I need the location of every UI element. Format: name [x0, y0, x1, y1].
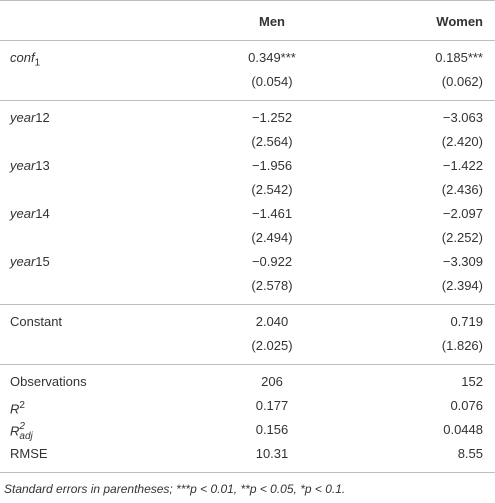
- label-suffix: 13: [35, 158, 50, 173]
- women-value: (2.420): [441, 134, 483, 149]
- footnote: Standard errors in parentheses; ***p < 0…: [4, 482, 346, 496]
- women-value: 0.0448: [443, 422, 483, 437]
- label-base: year: [10, 206, 36, 221]
- women-value: (0.062): [441, 74, 483, 89]
- rule: [0, 304, 495, 305]
- column-header: Men: [259, 14, 285, 29]
- men-value: (2.564): [251, 134, 293, 149]
- women-value: 0.076: [450, 398, 483, 413]
- women-value: −1.422: [442, 158, 483, 173]
- label-base: R: [10, 423, 20, 439]
- rule: [0, 40, 495, 41]
- women-value: (1.826): [441, 338, 483, 353]
- row-label: R2: [10, 398, 25, 417]
- women-value: 0.185***: [435, 50, 483, 65]
- men-value: (2.025): [251, 338, 293, 353]
- label-base: year: [10, 254, 36, 269]
- label-base: conf: [10, 50, 35, 65]
- men-value: −0.922: [251, 254, 293, 269]
- label-suffix: 12: [35, 110, 50, 125]
- men-value: (2.578): [251, 278, 293, 293]
- rule: [0, 472, 495, 473]
- label-script: 2 adj: [19, 422, 32, 442]
- men-value: 2.040: [255, 314, 289, 329]
- men-value: 10.31: [255, 446, 289, 461]
- label-base: year: [10, 110, 36, 125]
- label-sup: 2: [19, 421, 25, 432]
- row-label: RMSE: [10, 446, 48, 462]
- label-base: R: [10, 401, 20, 417]
- row-label: year13: [10, 158, 50, 174]
- women-value: (2.436): [441, 182, 483, 197]
- women-value: −3.309: [442, 254, 483, 269]
- row-label: Constant: [10, 314, 62, 330]
- label-sub: adj: [19, 431, 33, 442]
- women-value: −2.097: [442, 206, 483, 221]
- men-value: 0.349***: [248, 50, 296, 65]
- label-suffix: 14: [35, 206, 50, 221]
- row-label: R 2 adj: [10, 422, 33, 442]
- men-value: −1.461: [251, 206, 293, 221]
- rule: [0, 0, 495, 1]
- row-label: Observations: [10, 374, 87, 390]
- men-value: −1.956: [251, 158, 293, 173]
- men-value: 206: [261, 374, 283, 389]
- label-suffix: 15: [35, 254, 50, 269]
- column-header: Women: [436, 14, 483, 29]
- row-label: year12: [10, 110, 50, 126]
- women-value: (2.394): [441, 278, 483, 293]
- women-value: 8.55: [457, 446, 483, 461]
- men-value: 0.177: [255, 398, 289, 413]
- women-value: (2.252): [441, 230, 483, 245]
- row-label: year15: [10, 254, 50, 270]
- label-base: year: [10, 158, 36, 173]
- women-value: 152: [461, 374, 483, 389]
- men-value: (2.542): [251, 182, 293, 197]
- row-label: year14: [10, 206, 50, 222]
- label-sub: 1: [34, 57, 41, 69]
- men-value: −1.252: [251, 110, 293, 125]
- rule: [0, 100, 495, 101]
- label-text: Observations: [10, 374, 87, 389]
- label-text: RMSE: [10, 446, 48, 461]
- women-value: −3.063: [442, 110, 483, 125]
- label-sup: 2: [19, 400, 25, 411]
- men-value: 0.156: [255, 422, 289, 437]
- row-label: conf1: [10, 50, 40, 72]
- rule: [0, 364, 495, 365]
- men-value: (0.054): [251, 74, 293, 89]
- women-value: 0.719: [450, 314, 483, 329]
- label-text: Constant: [10, 314, 63, 329]
- men-value: (2.494): [251, 230, 293, 245]
